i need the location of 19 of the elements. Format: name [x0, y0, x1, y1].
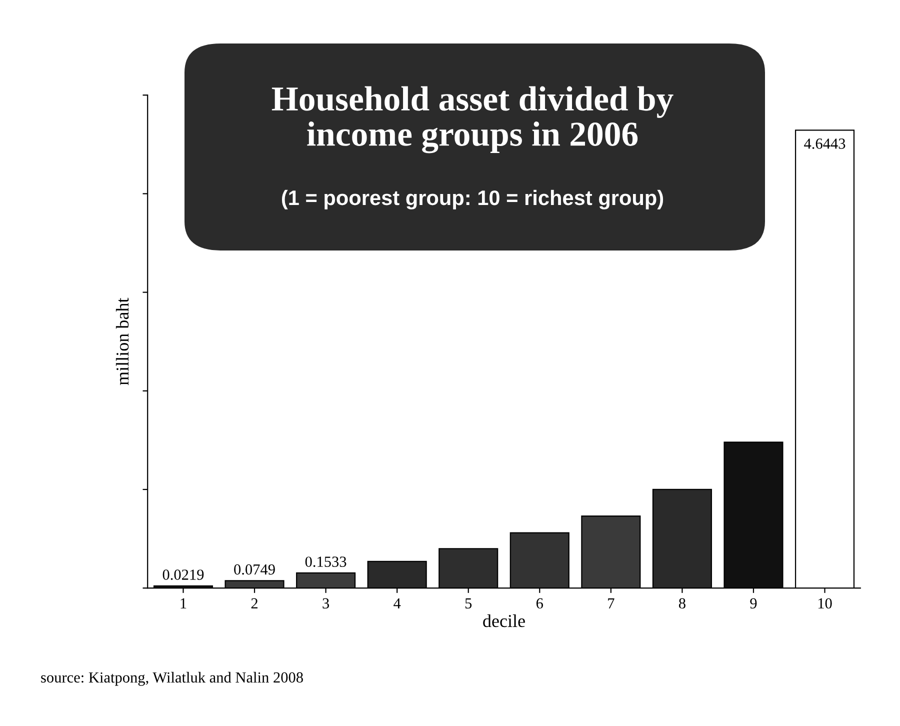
data-label: 0.0219 [162, 570, 204, 580]
x-tick-label: 2 [251, 598, 258, 608]
x-tick-label: 6 [536, 598, 544, 609]
x-tick-label: 7 [608, 598, 614, 608]
x-tick-label: 3 [322, 598, 330, 609]
text: (1 = poorest group: 10 = richest group) [282, 190, 664, 210]
x-tick-label: 8 [678, 598, 686, 609]
data-label: 0.1533 [305, 556, 346, 567]
y-axis-title: million baht [116, 298, 129, 386]
x-tick-label: 10 [818, 598, 832, 609]
x-axis-title: decile [483, 614, 525, 628]
x-tick-label: 9 [750, 598, 757, 609]
x-tick-label: 4 [394, 598, 401, 608]
source-note: source: Kiatpong, Wilatluk and Nalin 2008 [41, 672, 303, 686]
x-tick-label: 5 [465, 598, 472, 609]
x-tick-label: 1 [180, 598, 186, 608]
chart-title: Household asset divided by income groups in 2006 [272, 86, 674, 154]
data-label: 4.6443 [804, 138, 846, 149]
data-label: 0.0749 [234, 564, 275, 575]
